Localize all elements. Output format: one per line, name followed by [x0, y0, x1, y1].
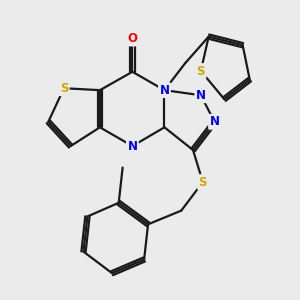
Text: N: N	[160, 84, 170, 97]
Text: O: O	[128, 32, 137, 45]
Text: S: S	[199, 176, 207, 189]
Text: S: S	[196, 64, 205, 77]
Text: N: N	[128, 140, 137, 153]
Text: N: N	[196, 89, 206, 102]
Text: S: S	[60, 82, 68, 95]
Text: N: N	[209, 115, 220, 128]
